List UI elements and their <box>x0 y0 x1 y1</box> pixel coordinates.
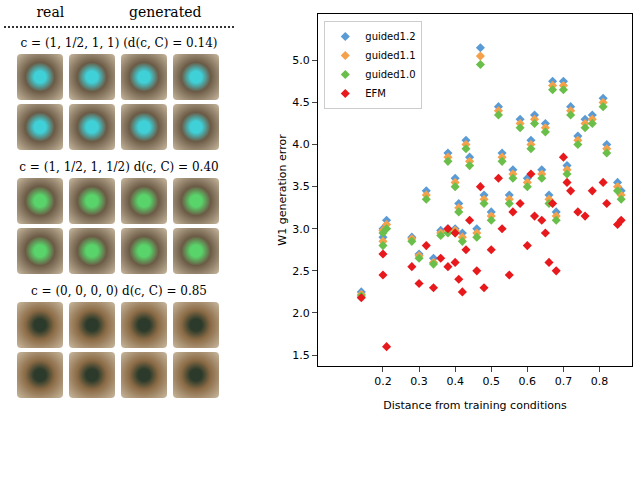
svg-text:0.6: 0.6 <box>519 375 537 388</box>
svg-text:3.5: 3.5 <box>292 180 310 193</box>
svg-text:0.8: 0.8 <box>591 375 609 388</box>
svg-text:0.7: 0.7 <box>555 375 573 388</box>
html-text:c = (0, 0, 0, 0) d(c, C) = 0.8: c = (0, 0, 0, 0) d(c, C) = 0.85 <box>31 284 207 298</box>
html-text:c = (1, 1/2, 1, 1/2) d(c, C) =: c = (1, 1/2, 1, 1/2) d(c, C) = 0.40 <box>19 160 219 174</box>
html-text:c = (1, 1/2, 1, 1) (d(c, C) =: c = (1, 1/2, 1, 1) (d(c, C) = 0.14) <box>20 36 218 50</box>
svg-text:0.5: 0.5 <box>482 375 500 388</box>
svg-text:W1 generation error: W1 generation error <box>276 134 289 246</box>
svg-text:4.5: 4.5 <box>292 96 310 109</box>
svg-text:guided1.0: guided1.0 <box>365 69 415 80</box>
svg-text:guided1.2: guided1.2 <box>365 31 415 42</box>
svg-text:EFM: EFM <box>365 88 386 99</box>
svg-text:4.0: 4.0 <box>292 138 310 151</box>
svg-text:1.5: 1.5 <box>292 349 310 362</box>
svg-text:0.2: 0.2 <box>374 375 392 388</box>
svg-text:3.0: 3.0 <box>292 223 310 236</box>
svg-text:0.3: 0.3 <box>410 375 428 388</box>
svg-text:2.5: 2.5 <box>292 265 310 278</box>
svg-text:0.4: 0.4 <box>446 375 464 388</box>
svg-text:2.0: 2.0 <box>292 307 310 320</box>
svg-text:guided1.1: guided1.1 <box>365 50 415 61</box>
svg-text:Distance from training conditi: Distance from training conditions <box>383 399 567 412</box>
svg-text:5.0: 5.0 <box>292 54 310 67</box>
html-text:real: real <box>36 4 65 20</box>
html-text:generated: generated <box>129 4 202 20</box>
